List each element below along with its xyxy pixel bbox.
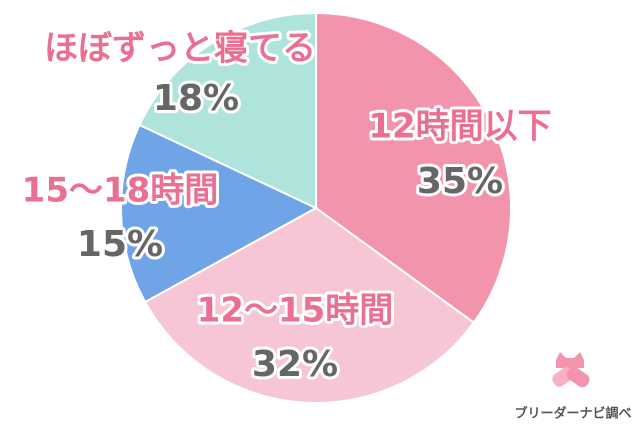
slice [138, 11, 317, 210]
value-label: 32% [252, 344, 338, 385]
value-label: 18% [153, 78, 239, 119]
pie [120, 11, 512, 404]
slice-label: 12時間以下 [368, 107, 551, 147]
logo [552, 352, 590, 388]
slice-label: ほぼずっと寝てる [44, 29, 316, 69]
slice-label: 15〜18時間 [22, 171, 219, 211]
value-label: 35% [417, 161, 503, 202]
slice-label: 12〜15時間 [197, 291, 394, 331]
logo-shape [566, 366, 590, 388]
value-label: 15% [77, 224, 163, 265]
slice [315, 11, 512, 325]
source: ブリーダーナビ調べ [514, 406, 631, 422]
logo-cat [556, 352, 584, 368]
slice [120, 123, 319, 304]
slice [143, 206, 476, 404]
labels: 12時間以下 35% 12〜15時間 32% 15〜18時間 15% ほぼずっと寝てる 18% [19, 26, 555, 389]
